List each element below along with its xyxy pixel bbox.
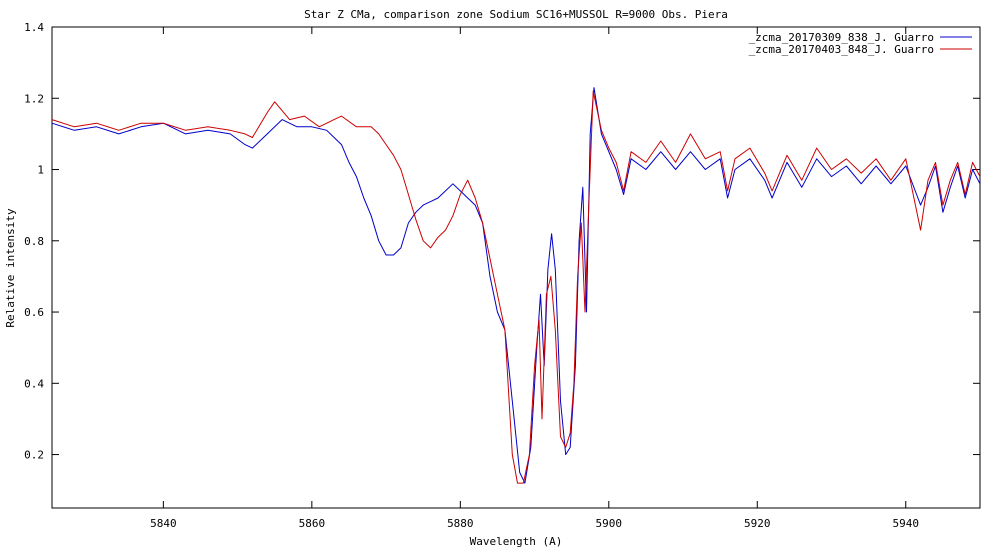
x-tick-label: 5860 [299, 517, 326, 530]
series-layer [51, 87, 981, 484]
legend-label-1: _zcma_20170309_838_J. Guarro [749, 31, 934, 44]
y-tick-label: 1.4 [24, 21, 44, 34]
y-tick-label: 0.8 [24, 235, 44, 248]
y-axis-title: Relative intensity [4, 208, 17, 328]
series-line-2 [51, 90, 981, 484]
x-tick-label: 5840 [150, 517, 177, 530]
y-tick-label: 0.6 [24, 306, 44, 319]
x-tick-label: 5920 [744, 517, 771, 530]
series-line-1 [51, 87, 981, 484]
y-tick-label: 0.2 [24, 449, 44, 462]
legend-label-2: _zcma_20170403_848_J. Guarro [749, 43, 934, 56]
x-tick-label: 5900 [596, 517, 623, 530]
x-axis-title: Wavelength (A) [470, 535, 563, 548]
legend: _zcma_20170309_838_J. Guarro_zcma_201704… [749, 31, 972, 56]
ticks-layer: 5840 5860 5880 5900 5920 5940 0.2 0.4 0.6 0.8 1 1.2… [24, 21, 980, 530]
chart-title: Star Z CMa, comparison zone Sodium SC16+… [304, 8, 728, 21]
y-tick-label: 1 [37, 164, 44, 177]
x-tick-label: 5880 [447, 517, 474, 530]
x-tick-label: 5940 [893, 517, 920, 530]
y-tick-label: 1.2 [24, 92, 44, 105]
y-tick-label: 0.4 [24, 377, 44, 390]
plot-frame [51, 26, 981, 509]
